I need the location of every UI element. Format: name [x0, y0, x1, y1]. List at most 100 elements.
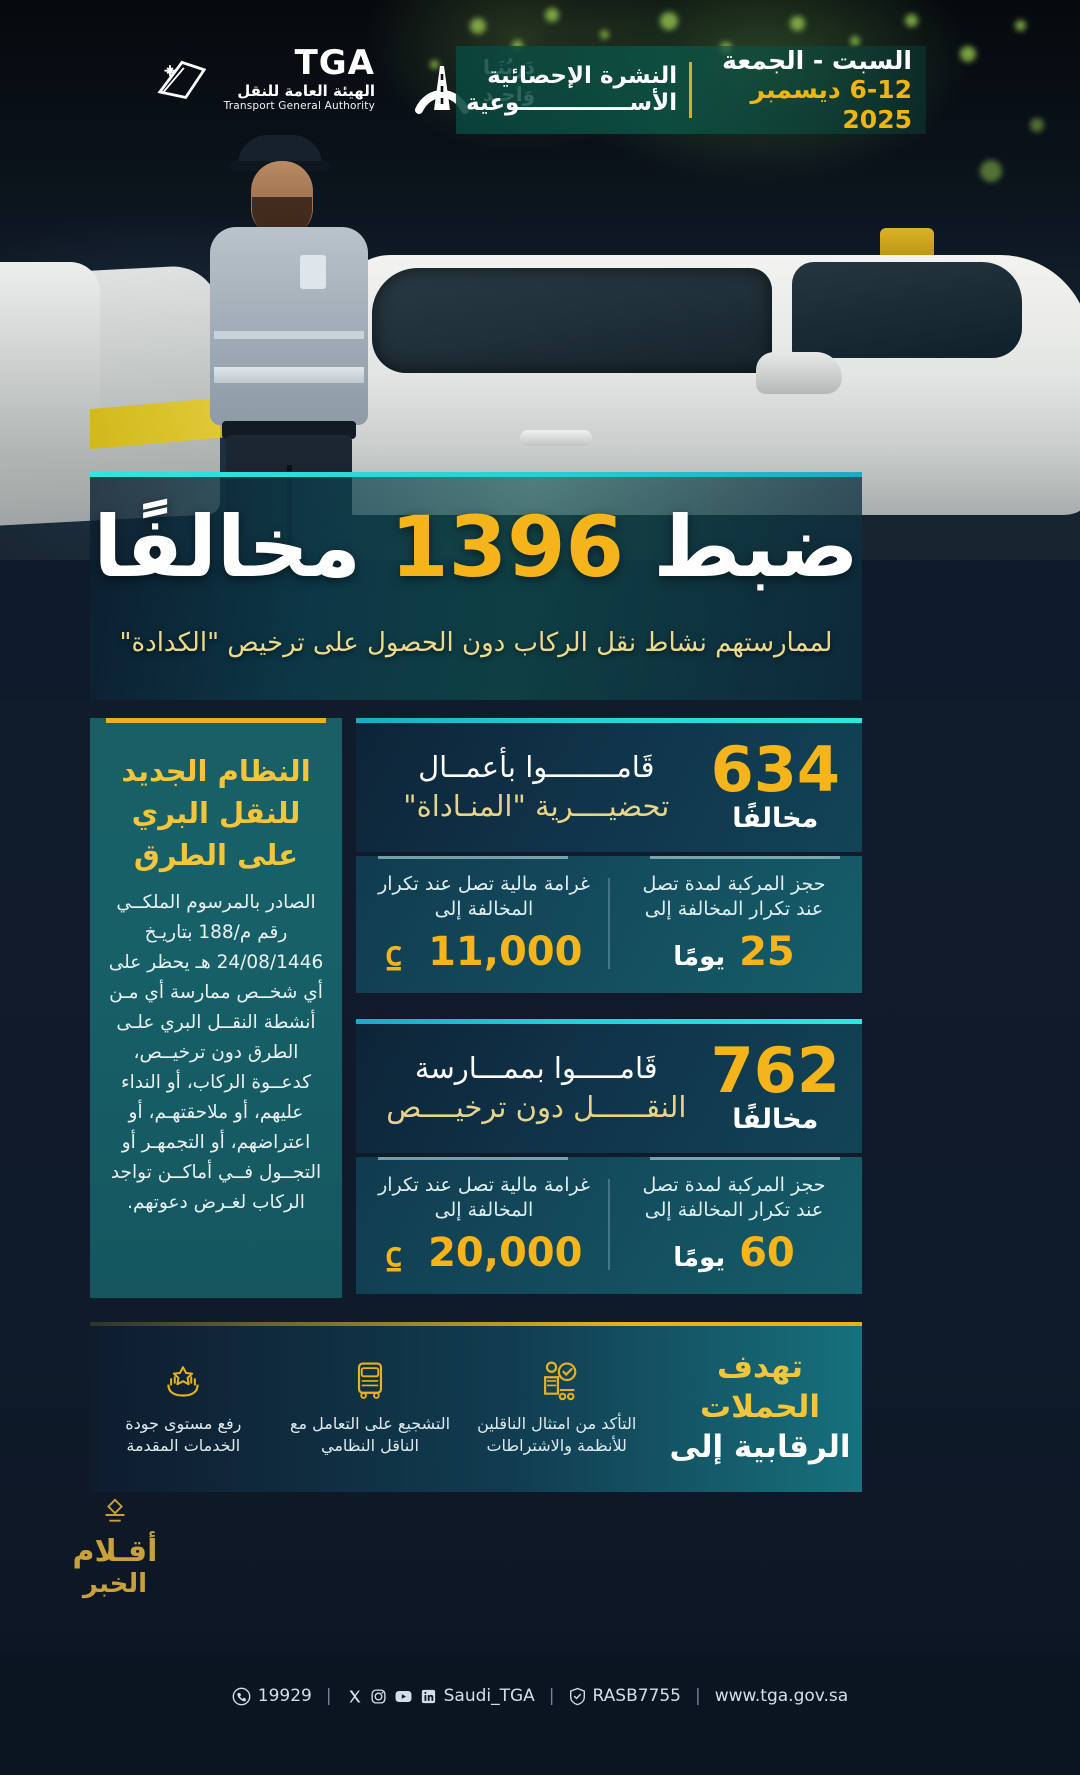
penalty-suffix: يومًا: [673, 1243, 726, 1274]
saudi-riyal-icon: ⃀: [385, 1235, 415, 1276]
penalty-fine: غرامة مالية تصل عند تكرار المخالفة إلى 1…: [378, 872, 590, 975]
penalty-value: 20,000: [428, 1230, 583, 1277]
footer-separator: |: [695, 1686, 701, 1706]
penalty-fine: غرامة مالية تصل عند تكرار المخالفة إلى 2…: [378, 1173, 590, 1276]
car-side-mirror: [756, 352, 842, 394]
law-panel: النظام الجديد للنقل البري على الطرق الصا…: [90, 718, 342, 1298]
headline-top-rule: [90, 472, 862, 477]
footer-social-icons[interactable]: [346, 1688, 437, 1705]
footer-social-handle: Saudi_TGA: [443, 1686, 535, 1706]
stat-number-block: 762 مخالفًا: [710, 1034, 840, 1135]
penalty-value: 60: [739, 1230, 795, 1277]
tga-english-name: Transport General Authority: [223, 100, 375, 113]
footer-separator: |: [548, 1686, 555, 1706]
bokeh-light: [850, 36, 860, 46]
bokeh-light: [545, 8, 559, 22]
officer-id-badge: [300, 255, 326, 289]
stat-card-top: 762 مخالفًا قَامـــــوا بممـــارسة النقـ…: [378, 1034, 840, 1135]
page-title: ضبط 1396 مخالفًا: [90, 500, 862, 594]
penalty-label: غرامة مالية تصل عند تكرار المخالفة إلى: [378, 1173, 590, 1222]
publisher-logo: أقـلام الخبر: [40, 1498, 190, 1599]
car-window-rear: [792, 262, 1022, 358]
goal-label: التشجيع على التعامل مع الناقل النظامي: [289, 1413, 451, 1455]
goal-label: رفع مستوى جودة الخدمات المقدمة: [125, 1413, 242, 1455]
bulletin-title-line-1: النشرة الإحصائية: [487, 62, 678, 89]
stat-description: قَامـــــوا بممـــارسة النقــــــل دون ت…: [378, 1041, 695, 1127]
car-door-handle: [520, 430, 592, 446]
footer-contact-row: 19929 |: [0, 1686, 1080, 1706]
footer-website[interactable]: www.tga.gov.sa: [715, 1686, 848, 1706]
bokeh-light: [790, 16, 805, 31]
headline-suffix: مخالفًا: [93, 498, 361, 596]
bokeh-light: [470, 18, 486, 34]
headline-number: 1396: [390, 498, 625, 596]
law-panel-title: النظام الجديد للنقل البري على الطرق: [121, 754, 311, 873]
bokeh-light: [960, 46, 976, 62]
bus-icon: [285, 1357, 456, 1403]
page-header: TGA الهيئة العامة للنقل Transport Genera…: [0, 0, 1080, 170]
tga-abbr: TGA: [294, 43, 375, 83]
penalty-value-block: 20,000 ⃀: [378, 1230, 590, 1276]
bokeh-light: [980, 160, 1002, 182]
license-icon: [569, 1687, 585, 1705]
footer-separator: |: [325, 1686, 332, 1706]
bokeh-light: [1030, 118, 1044, 132]
bokeh-light: [430, 60, 439, 69]
penalty-divider: [608, 877, 610, 970]
officer-reflective-strip: [214, 367, 364, 383]
penalty-label: حجز المركبة لمدة تصل عند تكرار المخالفة …: [642, 872, 826, 921]
penalty-top-rule: [650, 1156, 840, 1160]
tga-logo-text: TGA الهيئة العامة للنقل Transport Genera…: [223, 43, 375, 113]
penalty-top-rule: [378, 1156, 568, 1160]
car-window-front: [372, 268, 772, 373]
goals-title: تهدف الحملات الرقابية إلى: [650, 1347, 862, 1468]
footer-website-url: www.tga.gov.sa: [714, 1686, 849, 1706]
stat-unit: مخالفًا: [732, 1103, 819, 1135]
penalty-card: حجز المركبة لمدة تصل عند تكرار المخالفة …: [356, 855, 862, 994]
bokeh-light: [600, 30, 609, 39]
officer-reflective-strip: [214, 331, 364, 339]
penalty-divider: [608, 1178, 610, 1271]
body-section: النظام الجديد للنقل البري على الطرق الصا…: [0, 700, 1080, 1775]
penalty-card: حجز المركبة لمدة تصل عند تكرار المخالفة …: [356, 1156, 862, 1295]
publisher-name-line-2: الخبر: [82, 1569, 148, 1599]
penalty-value-block: 11,000 ⃀: [378, 929, 590, 975]
goal-item: التشجيع على التعامل مع الناقل النظامي: [277, 1357, 464, 1458]
stat-number: 762: [710, 1034, 840, 1108]
hands-quality-icon: [98, 1357, 269, 1403]
penalty-value-block: 60 يومًا: [628, 1230, 840, 1276]
instagram-icon: [371, 1688, 386, 1704]
headline-banner: [90, 472, 862, 700]
goals-title-line-2: الرقابية إلى: [669, 1429, 851, 1466]
bulletin-date-range: 6-12 ديسمبر 2025: [750, 75, 912, 134]
goal-item: رفع مستوى جودة الخدمات المقدمة: [90, 1357, 277, 1458]
footer-phone-number: 19929: [257, 1686, 312, 1706]
stat-description: قَامــــــــوا بأعمــال تحضيــــرية "الم…: [378, 740, 695, 826]
bulletin-title-block: النشرة الإحصائية الأســــــــــــــوعية: [466, 63, 677, 117]
bulletin-banner: السبت - الجمعة 6-12 ديسمبر 2025 النشرة ا…: [456, 46, 926, 134]
footer-social[interactable]: Saudi_TGA: [346, 1686, 535, 1706]
stat-desc-line-1: قَامــــــــوا بأعمــال: [418, 750, 655, 784]
stat-card-top: 634 مخالفًا قَامــــــــوا بأعمــال تحضي…: [378, 739, 840, 834]
bokeh-light: [1015, 20, 1026, 31]
goal-item: التأكد من امتثال الناقلين للأنظمة والاشت…: [463, 1357, 650, 1458]
headline-prefix: ضبط: [653, 498, 859, 596]
penalty-label: حجز المركبة لمدة تصل عند تكرار المخالفة …: [642, 1173, 826, 1222]
car-open-door: [0, 262, 100, 462]
law-panel-body: الصادر بالمرسوم الملكــي رقم م/188 بتاري…: [108, 892, 324, 1213]
bokeh-light: [512, 40, 523, 51]
page-footer: 19929 |: [0, 1650, 1080, 1775]
x-icon: [349, 1690, 361, 1702]
stat-desc-line-1: قَامـــــوا بممـــارسة: [414, 1051, 658, 1086]
stat-desc-line-2: النقــــــل دون ترخيــــص: [386, 1090, 687, 1125]
stat-card: 762 مخالفًا قَامـــــوا بممـــارسة النقـ…: [356, 1019, 862, 1153]
penalty-value: 25: [739, 929, 795, 976]
footer-phone[interactable]: 19929: [232, 1686, 312, 1706]
penalty-suffix: يومًا: [673, 942, 726, 973]
penalty-top-rule: [378, 855, 568, 859]
penalty-impound: حجز المركبة لمدة تصل عند تكرار المخالفة …: [628, 872, 840, 975]
tga-logo: TGA الهيئة العامة للنقل Transport Genera…: [154, 43, 375, 113]
inspector-check-icon: [471, 1357, 642, 1403]
stat-number-block: 634 مخالفًا: [711, 739, 840, 834]
